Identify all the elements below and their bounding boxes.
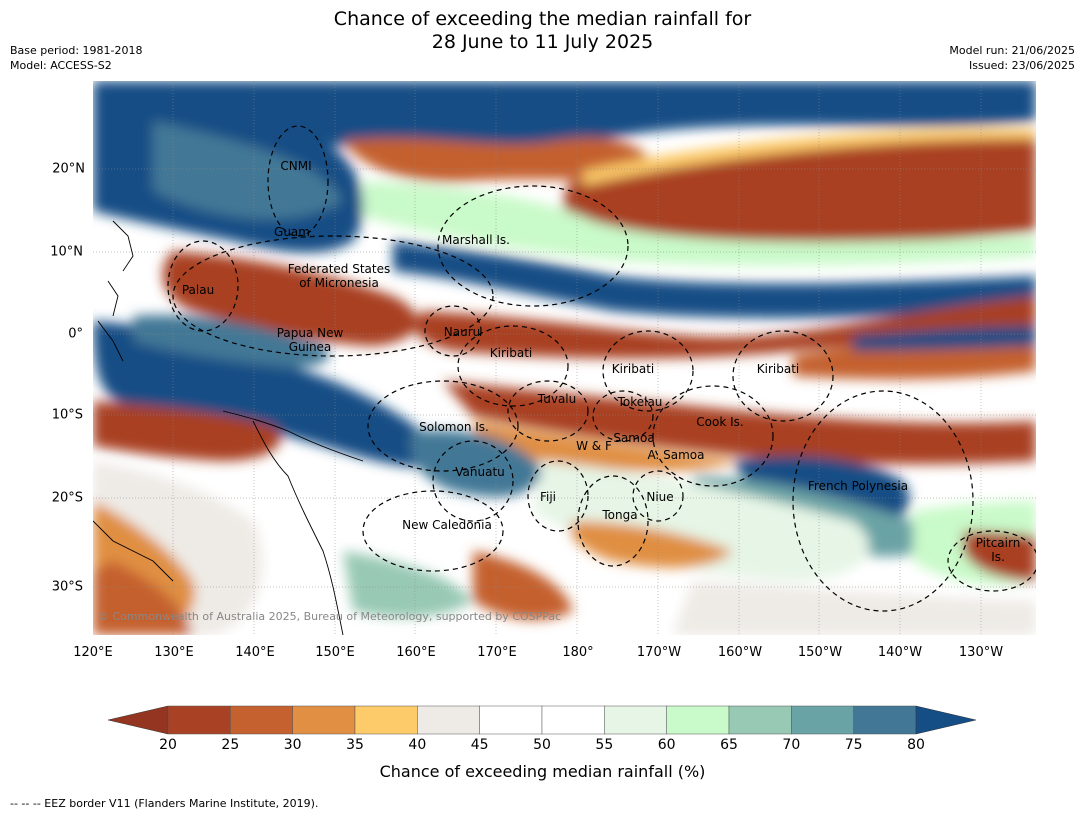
colorbar-cell — [728, 705, 792, 735]
lat-tick-label: 0° — [68, 326, 83, 342]
colorbar-cell — [479, 705, 543, 735]
colorbar-tick-label: 70 — [782, 737, 801, 753]
colorbar-tick-label: 25 — [221, 737, 240, 753]
colorbar-tick-label: 60 — [657, 737, 676, 753]
colorbar-cell — [853, 705, 917, 735]
rainfall-map-svg — [93, 81, 1036, 635]
lat-tick-label: 30°S — [51, 579, 83, 595]
lat-tick-label: 10°N — [50, 244, 83, 260]
colorbar-tick-label: 35 — [346, 737, 364, 753]
colorbar-tick-label: 40 — [408, 737, 427, 753]
lat-tick-label: 20°S — [51, 490, 83, 506]
issued-text: Issued: 23/06/2025 — [968, 59, 1075, 72]
colorbar — [108, 705, 977, 735]
lon-tick-label: 160°E — [396, 645, 436, 660]
colorbar-tick-label: 50 — [533, 737, 551, 753]
meta-right: Model run: 21/06/2025 Issued: 23/06/2025 — [949, 43, 1075, 73]
colorbar-cell — [666, 705, 730, 735]
lon-tick-label: 150°W — [797, 645, 843, 660]
colorbar-cell — [541, 705, 605, 735]
lon-tick-label: 120°E — [73, 645, 113, 660]
model-run-text: Model run: 21/06/2025 — [949, 44, 1075, 57]
lat-tick-label: 20°N — [52, 161, 85, 177]
lon-tick-label: 160°W — [717, 645, 763, 660]
colorbar-tick-label: 30 — [283, 737, 302, 753]
base-period-text: Base period: 1981-2018 — [10, 44, 143, 57]
lon-tick-label: 170°W — [636, 645, 682, 660]
colorbar-under-arrow — [108, 705, 169, 735]
copyright-text: © Commonwealth of Australia 2025, Bureau… — [98, 610, 562, 623]
rainfall-map — [93, 81, 1036, 635]
meta-left: Base period: 1981-2018 Model: ACCESS-S2 — [10, 43, 142, 73]
colorbar-cell — [791, 705, 854, 735]
colorbar-over-arrow — [915, 705, 977, 735]
colorbar-tick-label: 55 — [595, 737, 614, 753]
lon-tick-label: 140°E — [235, 645, 275, 660]
colorbar-tick-label: 75 — [844, 737, 863, 753]
colorbar-cell — [604, 705, 667, 735]
colorbar-cell — [167, 705, 231, 735]
lon-tick-label: 170°E — [477, 645, 517, 660]
colorbar-cell — [417, 705, 480, 735]
lon-tick-label: 130°W — [958, 645, 1004, 660]
map-title-line2: 28 June to 11 July 2025 — [431, 31, 654, 53]
lat-tick-label: 10°S — [51, 407, 83, 423]
lon-tick-label: 180° — [562, 645, 594, 660]
colorbar-cell — [292, 705, 356, 735]
eez-footnote: -- -- -- EEZ border V11 (Flanders Marine… — [10, 797, 319, 810]
lon-tick-label: 150°E — [315, 645, 355, 660]
model-text: Model: ACCESS-S2 — [10, 59, 112, 72]
colorbar-tick-label: 20 — [159, 737, 177, 753]
map-title-line1: Chance of exceeding the median rainfall … — [333, 8, 752, 30]
colorbar-label: Chance of exceeding median rainfall (%) — [379, 762, 706, 781]
colorbar-tick-label: 80 — [907, 737, 925, 753]
lon-tick-label: 140°W — [877, 645, 923, 660]
colorbar-cell — [354, 705, 418, 735]
colorbar-tick-label: 45 — [470, 737, 489, 753]
lon-tick-label: 130°E — [154, 645, 194, 660]
colorbar-tick-label: 65 — [720, 737, 738, 753]
colorbar-cell — [230, 705, 293, 735]
